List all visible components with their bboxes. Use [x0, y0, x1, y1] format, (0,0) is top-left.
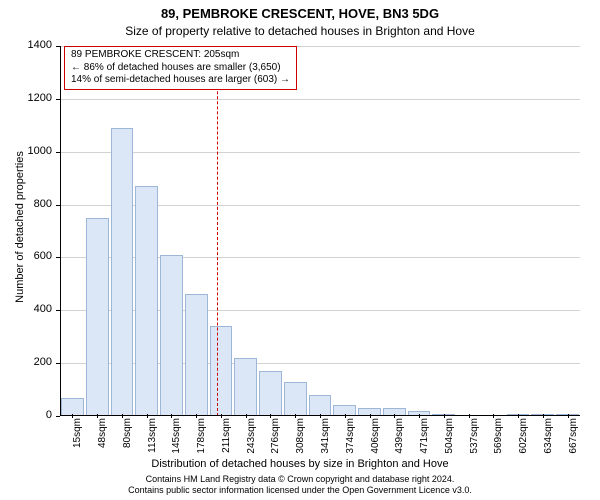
- bar: [111, 128, 134, 416]
- reference-line: [217, 46, 218, 416]
- bar: [284, 382, 307, 416]
- bar: [259, 371, 282, 416]
- grid-line: [60, 99, 580, 100]
- annotation-line: 89 PEMBROKE CRESCENT: 205sqm: [71, 49, 290, 62]
- annotation-line: ← 86% of detached houses are smaller (3,…: [71, 62, 290, 75]
- bar: [309, 395, 332, 416]
- chart-root: 89, PEMBROKE CRESCENT, HOVE, BN3 5DG Siz…: [0, 0, 600, 500]
- bar: [185, 294, 208, 416]
- x-axis-label: Distribution of detached houses by size …: [0, 458, 600, 470]
- footnote-line: Contains HM Land Registry data © Crown c…: [0, 474, 600, 485]
- annotation-box: 89 PEMBROKE CRESCENT: 205sqm← 86% of det…: [64, 46, 297, 90]
- y-tick-label: 200: [0, 356, 56, 368]
- plot-area-wrapper: 89 PEMBROKE CRESCENT: 205sqm← 86% of det…: [60, 46, 580, 416]
- chart-title-main: 89, PEMBROKE CRESCENT, HOVE, BN3 5DG: [0, 6, 600, 21]
- grid-line: [60, 152, 580, 153]
- y-tick-label: 1400: [0, 39, 56, 51]
- footnote: Contains HM Land Registry data © Crown c…: [0, 474, 600, 496]
- bar: [160, 255, 183, 416]
- chart-title-sub: Size of property relative to detached ho…: [0, 24, 600, 38]
- y-tick-label: 1000: [0, 145, 56, 157]
- footnote-line: Contains public sector information licen…: [0, 485, 600, 496]
- bar: [234, 358, 257, 416]
- bar: [135, 186, 158, 416]
- bar: [210, 326, 233, 416]
- y-tick-label: 400: [0, 303, 56, 315]
- annotation-line: 14% of semi-detached houses are larger (…: [71, 74, 290, 87]
- y-tick-label: 0: [0, 409, 56, 421]
- bar: [86, 218, 109, 416]
- y-axis-ticks: 0200400600800100012001400: [0, 46, 56, 416]
- x-axis-ticks: 15sqm48sqm80sqm113sqm145sqm178sqm211sqm2…: [60, 416, 580, 456]
- plot-area: 89 PEMBROKE CRESCENT: 205sqm← 86% of det…: [60, 46, 580, 416]
- y-tick-label: 800: [0, 198, 56, 210]
- y-tick-label: 1200: [0, 92, 56, 104]
- y-tick-label: 600: [0, 250, 56, 262]
